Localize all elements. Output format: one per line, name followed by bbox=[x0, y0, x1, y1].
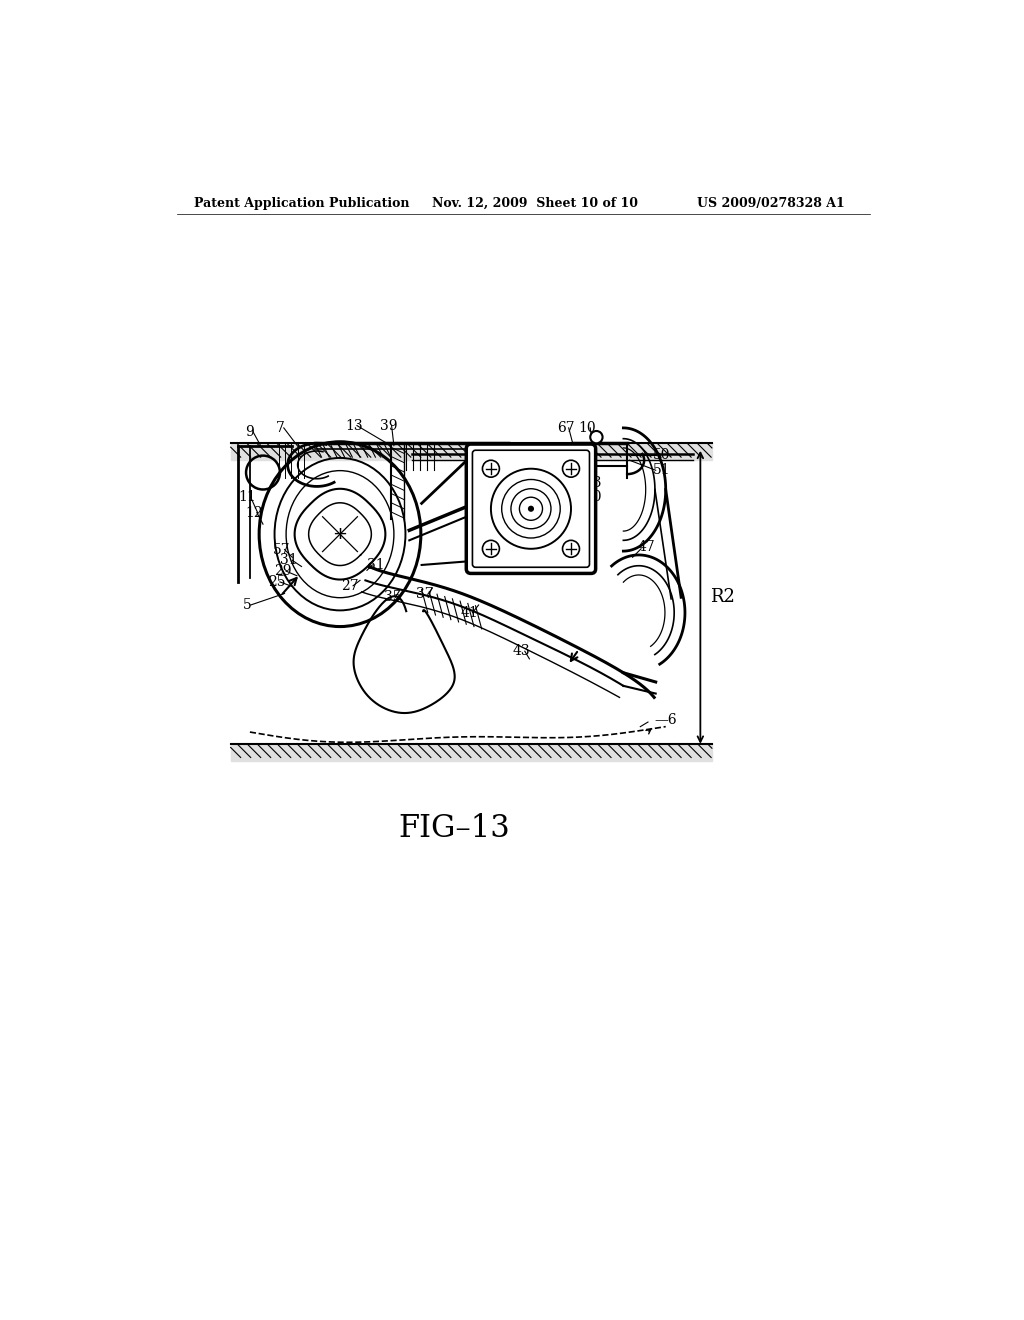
Text: Patent Application Publication: Patent Application Publication bbox=[194, 197, 410, 210]
Text: Nov. 12, 2009  Sheet 10 of 10: Nov. 12, 2009 Sheet 10 of 10 bbox=[432, 197, 638, 210]
Text: 57: 57 bbox=[272, 543, 290, 557]
Circle shape bbox=[482, 461, 500, 478]
Text: 60: 60 bbox=[584, 490, 601, 504]
Text: 39: 39 bbox=[380, 418, 397, 433]
Circle shape bbox=[482, 540, 500, 557]
Text: 31: 31 bbox=[281, 553, 298, 568]
Text: 63: 63 bbox=[584, 477, 601, 490]
Text: 41: 41 bbox=[461, 606, 478, 619]
Text: 10: 10 bbox=[579, 421, 596, 434]
Text: 47: 47 bbox=[638, 540, 655, 554]
Text: 50: 50 bbox=[653, 447, 671, 462]
Text: 9: 9 bbox=[246, 425, 254, 438]
Text: FIG–13: FIG–13 bbox=[398, 813, 510, 843]
Text: 12: 12 bbox=[245, 506, 262, 520]
Text: 37: 37 bbox=[416, 587, 433, 601]
Circle shape bbox=[528, 506, 535, 512]
Text: 51: 51 bbox=[653, 463, 671, 478]
Circle shape bbox=[562, 540, 580, 557]
Text: 43: 43 bbox=[513, 644, 530, 659]
Text: 67: 67 bbox=[557, 421, 574, 434]
Text: 25: 25 bbox=[268, 576, 286, 589]
FancyBboxPatch shape bbox=[466, 444, 596, 573]
Text: R2: R2 bbox=[710, 589, 734, 606]
Text: 27: 27 bbox=[341, 578, 358, 593]
Text: 11: 11 bbox=[239, 490, 256, 504]
Text: 35: 35 bbox=[384, 590, 401, 605]
Text: —6: —6 bbox=[654, 714, 677, 727]
Text: 7: 7 bbox=[276, 421, 285, 434]
Circle shape bbox=[562, 461, 580, 478]
Text: 29: 29 bbox=[274, 564, 292, 578]
Circle shape bbox=[590, 432, 602, 444]
Text: 31: 31 bbox=[367, 558, 384, 572]
Text: +: + bbox=[333, 525, 347, 543]
Text: US 2009/0278328 A1: US 2009/0278328 A1 bbox=[696, 197, 844, 210]
Text: 13: 13 bbox=[345, 418, 362, 433]
Text: 5: 5 bbox=[244, 598, 252, 612]
